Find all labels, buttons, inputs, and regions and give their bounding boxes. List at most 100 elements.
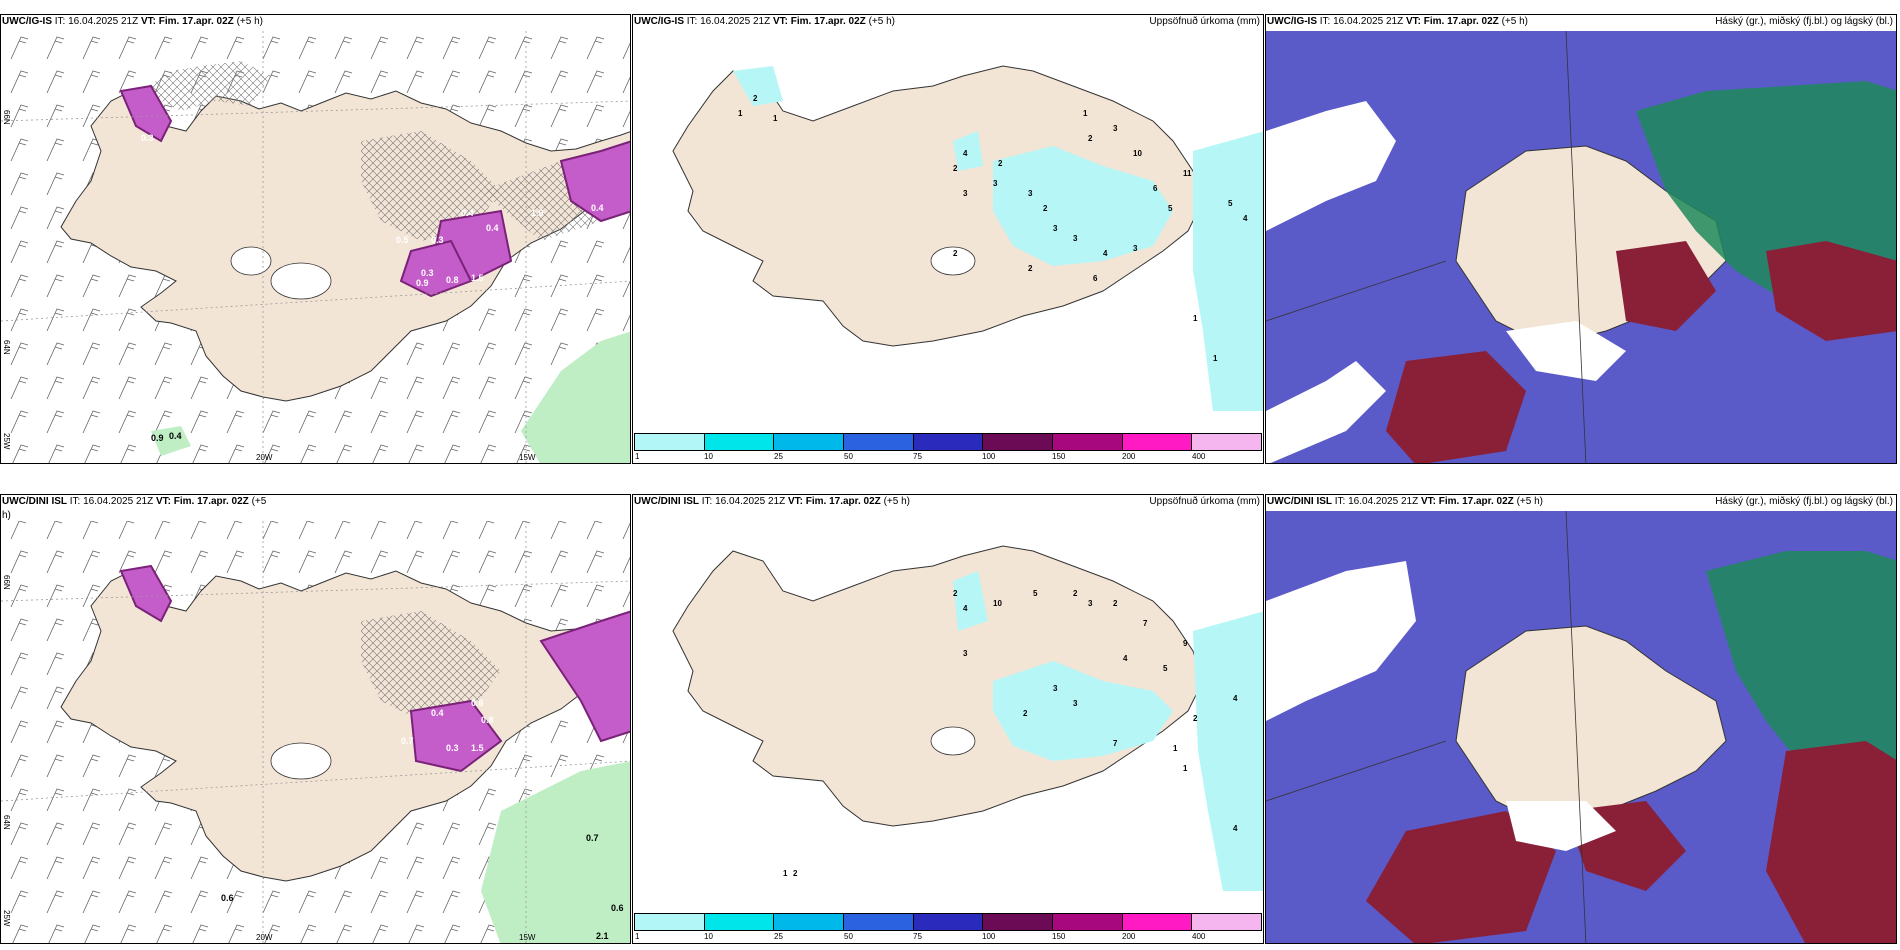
- vt-prefix: VT:: [155, 496, 171, 507]
- vt-prefix: VT:: [1420, 496, 1436, 507]
- precip-value: 2: [1023, 709, 1028, 718]
- lat-label-25w: 25W: [2, 433, 11, 450]
- precip-value: 2: [953, 249, 958, 258]
- precip-value: 6: [1093, 274, 1098, 283]
- precip-value: 0.6: [221, 893, 234, 903]
- colorbar-swatch: [1122, 914, 1193, 930]
- precip-value: 1: [1173, 744, 1178, 753]
- colorbar-label: 50: [844, 932, 853, 941]
- colorbar-swatch: [983, 434, 1054, 450]
- colorbar-swatch: [844, 914, 914, 930]
- precip-value: 9: [1183, 639, 1188, 648]
- colorbar-swatch: [1053, 914, 1123, 930]
- precip-value: 0.4: [169, 431, 182, 441]
- lead-time-cont: h): [2, 510, 11, 521]
- vt-prefix: VT:: [140, 16, 156, 27]
- precip-value: 3: [1073, 699, 1078, 708]
- it-value: 16.04.2025 21Z: [715, 496, 786, 507]
- panel-top-left-wind-map: UWC/IG-IS IT: 16.04.2025 21Z VT: Fim. 17…: [0, 14, 631, 464]
- colorbar-swatch: [913, 914, 984, 930]
- it-value: 16.04.2025 21Z: [700, 16, 771, 27]
- precip-value: 2: [953, 589, 958, 598]
- model-name: UWC/DINI ISL: [2, 496, 67, 507]
- precip-value: 2: [1088, 134, 1093, 143]
- panel-header: UWC/DINI ISL IT: 16.04.2025 21Z VT: Fim.…: [633, 495, 1263, 511]
- precip-value: 10: [1133, 149, 1142, 158]
- panel-title-right: Háský (gr.), miðský (fj.bl.) og lágský (…: [1715, 16, 1893, 27]
- precip-value: 4: [1233, 694, 1238, 703]
- precip-value: 1: [783, 869, 788, 878]
- colorbar-swatch: [1192, 914, 1262, 930]
- precip-value: 5: [1228, 199, 1233, 208]
- colorbar-swatch: [774, 434, 845, 450]
- colorbar-swatch: [635, 914, 705, 930]
- colorbar-labels: 1 10 25 50 75 100 150 200 400: [634, 932, 1262, 943]
- vt-value: Fim. 17.apr. 02Z: [173, 496, 249, 507]
- wind-precip-map: 0.5 0.3 0.4 0.3 0.4 1.5 0.8 0.9 1.0 0.4 …: [1, 31, 630, 463]
- model-name: UWC/DINI ISL: [1267, 496, 1332, 507]
- lead-time: (+5 h): [1516, 496, 1543, 507]
- precip-value: 5: [1163, 664, 1168, 673]
- colorbar-swatch: [635, 434, 705, 450]
- precip-value: 2: [1193, 714, 1198, 723]
- precip-value: 0.4: [486, 223, 499, 233]
- vt-prefix: VT:: [772, 16, 788, 27]
- colorbar-swatch: [774, 914, 845, 930]
- vt-prefix: VT:: [787, 496, 803, 507]
- panel-title-right: Háský (gr.), miðský (fj.bl.) og lágský (…: [1715, 496, 1893, 507]
- it-prefix: IT:: [69, 496, 81, 507]
- lon-label-20w: 20W: [256, 933, 273, 942]
- it-prefix: IT:: [54, 16, 66, 27]
- precip-value: 2: [753, 94, 758, 103]
- precip-value: 1: [1083, 109, 1088, 118]
- precip-value: 0.3: [421, 268, 434, 278]
- precip-value: 2: [1028, 264, 1033, 273]
- lead-time: (+5 h): [1501, 16, 1528, 27]
- precip-value: 10: [993, 599, 1002, 608]
- model-name: UWC/IG-IS: [1267, 16, 1317, 27]
- precip-value: 2: [1043, 204, 1048, 213]
- precip-value: 1: [1213, 354, 1218, 363]
- it-value: 16.04.2025 21Z: [68, 16, 139, 27]
- lon-label-20w: 20W: [256, 453, 273, 462]
- lat-label-64n: 64N: [2, 815, 11, 830]
- precip-value: 3: [1053, 684, 1058, 693]
- precip-value: 6: [1153, 184, 1158, 193]
- colorbar-label: 50: [844, 452, 853, 461]
- precip-value: 4: [963, 604, 968, 613]
- it-prefix: IT:: [701, 496, 713, 507]
- vt-value: Fim. 17.apr. 02Z: [1423, 16, 1499, 27]
- lead-time: (+5 h): [236, 16, 263, 27]
- precip-value: 3: [963, 649, 968, 658]
- vt-value: Fim. 17.apr. 02Z: [158, 16, 234, 27]
- precip-value: 3: [1088, 599, 1093, 608]
- panel-bottom-right-cloud-map: UWC/DINI ISL IT: 16.04.2025 21Z VT: Fim.…: [1265, 494, 1897, 944]
- colorbar-label: 25: [774, 932, 783, 941]
- precip-value: 0.9: [151, 433, 164, 443]
- precip-value: 3: [1133, 244, 1138, 253]
- precip-value: 0.4: [461, 208, 474, 218]
- precip-value: 4: [1233, 824, 1238, 833]
- colorbar-label: 200: [1122, 452, 1136, 461]
- precip-value: 2: [793, 869, 798, 878]
- precip-value: 4: [1103, 249, 1108, 258]
- colorbar-label: 400: [1192, 932, 1206, 941]
- it-value: 16.04.2025 21Z: [1348, 496, 1419, 507]
- colorbar-swatch: [983, 914, 1054, 930]
- precip-value: 4: [963, 149, 968, 158]
- panel-header: UWC/IG-IS IT: 16.04.2025 21Z VT: Fim. 17…: [1, 15, 630, 31]
- lat-label-25w: 25W: [2, 910, 11, 927]
- precip-value: 5: [1033, 589, 1038, 598]
- colorbar-swatch: [913, 434, 984, 450]
- panel-bottom-left-wind-map: UWC/DINI ISL IT: 16.04.2025 21Z VT: Fim.…: [0, 494, 631, 944]
- precip-value: 0.3: [141, 133, 154, 143]
- colorbar-label: 1: [635, 932, 640, 941]
- lon-label-15w: 15W: [519, 933, 536, 942]
- panel-top-mid-precip-map: UWC/IG-IS IT: 16.04.2025 21Z VT: Fim. 17…: [632, 14, 1264, 464]
- precip-value: 1.5: [471, 743, 484, 753]
- lead-time: (+5: [251, 496, 267, 507]
- precip-value: 0.6: [471, 698, 484, 708]
- colorbar-swatch: [1053, 434, 1123, 450]
- precip-accum-map: 2 4 10 5 3 2 3 2 7 9 5 4 3 2 7 1 2 1 1 2…: [672, 545, 1263, 891]
- wind-precip-map: 0.6 0.4 0.8 1.5 0.3 0.7 0.7 0.6 0.6 2.1: [1, 511, 630, 943]
